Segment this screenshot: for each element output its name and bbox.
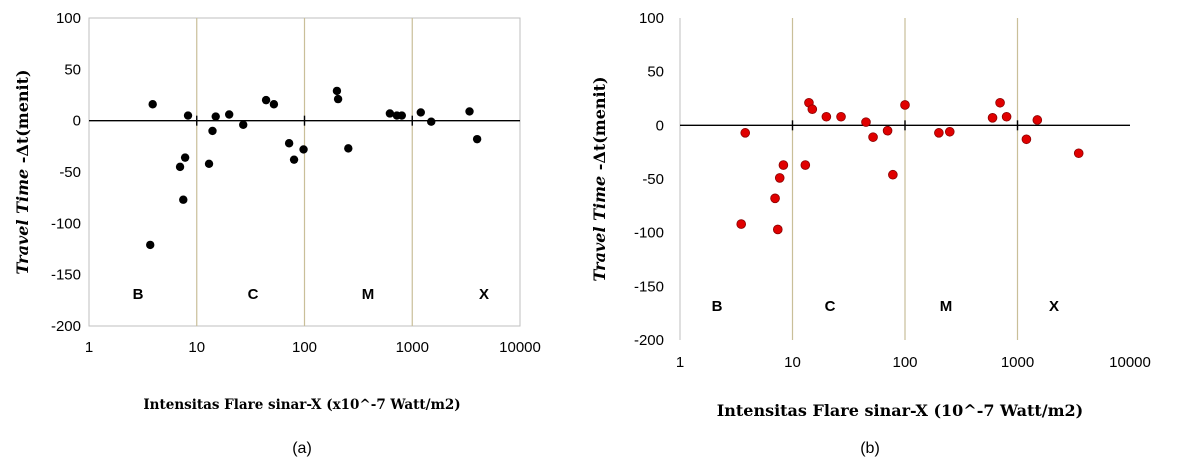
y-tick-label: 100 [639, 10, 664, 27]
data-point [836, 111, 846, 122]
data-point [868, 132, 878, 142]
data-point [204, 159, 214, 168]
data-point [800, 160, 811, 170]
data-point [211, 112, 220, 121]
data-point [183, 111, 193, 120]
data-point [770, 193, 780, 204]
y-tick-label: 0 [73, 113, 81, 130]
data-point [239, 120, 248, 129]
data-point [333, 94, 343, 104]
data-point [1021, 134, 1032, 145]
data-point [472, 134, 482, 144]
data-point [807, 104, 818, 115]
x-tick-label: 1 [85, 339, 93, 356]
flare-class-label: C [248, 286, 259, 303]
x-tick-label: 10 [188, 339, 205, 356]
y-tick-label: 100 [56, 10, 81, 27]
data-point [146, 240, 155, 250]
flare-class-label: B [133, 286, 144, 303]
data-point [774, 173, 785, 183]
y-tick-label: -100 [634, 225, 664, 242]
flare-class-label: B [712, 298, 723, 315]
data-point [344, 144, 353, 153]
x-tick-label: 10000 [499, 339, 541, 356]
y-tick-label: -100 [51, 215, 81, 232]
panel-caption: (a) [292, 440, 312, 457]
data-point [987, 113, 998, 123]
flare-class-label: C [825, 298, 836, 315]
x-tick-label: 10000 [1109, 354, 1151, 371]
data-point [736, 219, 747, 229]
y-axis-label: Travel Time -Δt(menit) [13, 69, 32, 274]
panel-caption: (b) [860, 440, 880, 457]
flare-class-label: X [1049, 298, 1059, 315]
y-axis-label-italic: Travel Time [13, 163, 32, 274]
data-point [385, 109, 395, 118]
y-tick-label: 50 [64, 61, 81, 78]
data-point [427, 117, 436, 126]
data-point [995, 97, 1005, 108]
y-tick-label: 0 [656, 117, 664, 134]
data-point [175, 162, 185, 172]
y-tick-label: -50 [642, 171, 664, 188]
data-point [778, 160, 789, 170]
x-axis-label: Intensitas Flare sinar-X (10^-7 Watt/m2) [717, 401, 1084, 420]
data-point [1073, 148, 1084, 159]
data-point [179, 195, 188, 204]
data-point [772, 224, 783, 235]
data-point [332, 86, 342, 96]
data-point [397, 111, 407, 120]
y-axis-label: Travel Time -Δt(menit) [590, 76, 609, 281]
data-point [261, 95, 271, 105]
data-point [465, 107, 474, 116]
data-point [861, 117, 871, 127]
data-point [888, 169, 898, 180]
x-tick-label: 1000 [396, 339, 429, 356]
data-point [821, 111, 832, 122]
data-point [1001, 111, 1012, 122]
y-tick-label: -150 [51, 267, 81, 284]
data-point [148, 100, 157, 109]
x-tick-label: 1 [676, 354, 684, 371]
y-tick-label: -50 [59, 164, 81, 181]
y-tick-label: 50 [647, 64, 664, 81]
flare-class-label: M [362, 286, 375, 303]
y-tick-label: -200 [634, 332, 664, 349]
data-point [289, 155, 299, 164]
data-point [882, 125, 893, 136]
y-axis-label-italic: Travel Time [590, 170, 609, 281]
chart-panel-b: 100 50 0 -50 -100 -150 -200 1 10 100 1000 10000 B C M X… [590, 10, 1151, 457]
data-point [224, 110, 234, 119]
flare-class-label: M [940, 298, 953, 315]
data-point [416, 108, 425, 117]
x-tick-label: 10 [784, 354, 801, 371]
y-tick-label: -200 [51, 318, 81, 335]
flare-class-label: X [479, 286, 489, 303]
y-axis-label-rest: -Δt(menit) [13, 69, 32, 163]
data-point [299, 145, 308, 154]
x-axis-label: Intensitas Flare sinar-X (x10^-7 Watt/m2… [143, 397, 460, 413]
data-point [944, 126, 955, 137]
x-tick-label: 100 [292, 339, 317, 356]
data-point [284, 139, 294, 148]
data-point [180, 153, 190, 162]
data-point [934, 128, 944, 138]
data-point [900, 100, 910, 110]
data-point [269, 100, 279, 109]
data-point [208, 126, 217, 136]
data-point [1032, 115, 1043, 125]
x-tick-label: 1000 [1001, 354, 1034, 371]
data-point [740, 128, 751, 138]
y-axis-label-rest: -Δt(menit) [590, 76, 609, 170]
x-tick-label: 100 [892, 354, 917, 371]
y-tick-label: -150 [634, 278, 664, 295]
